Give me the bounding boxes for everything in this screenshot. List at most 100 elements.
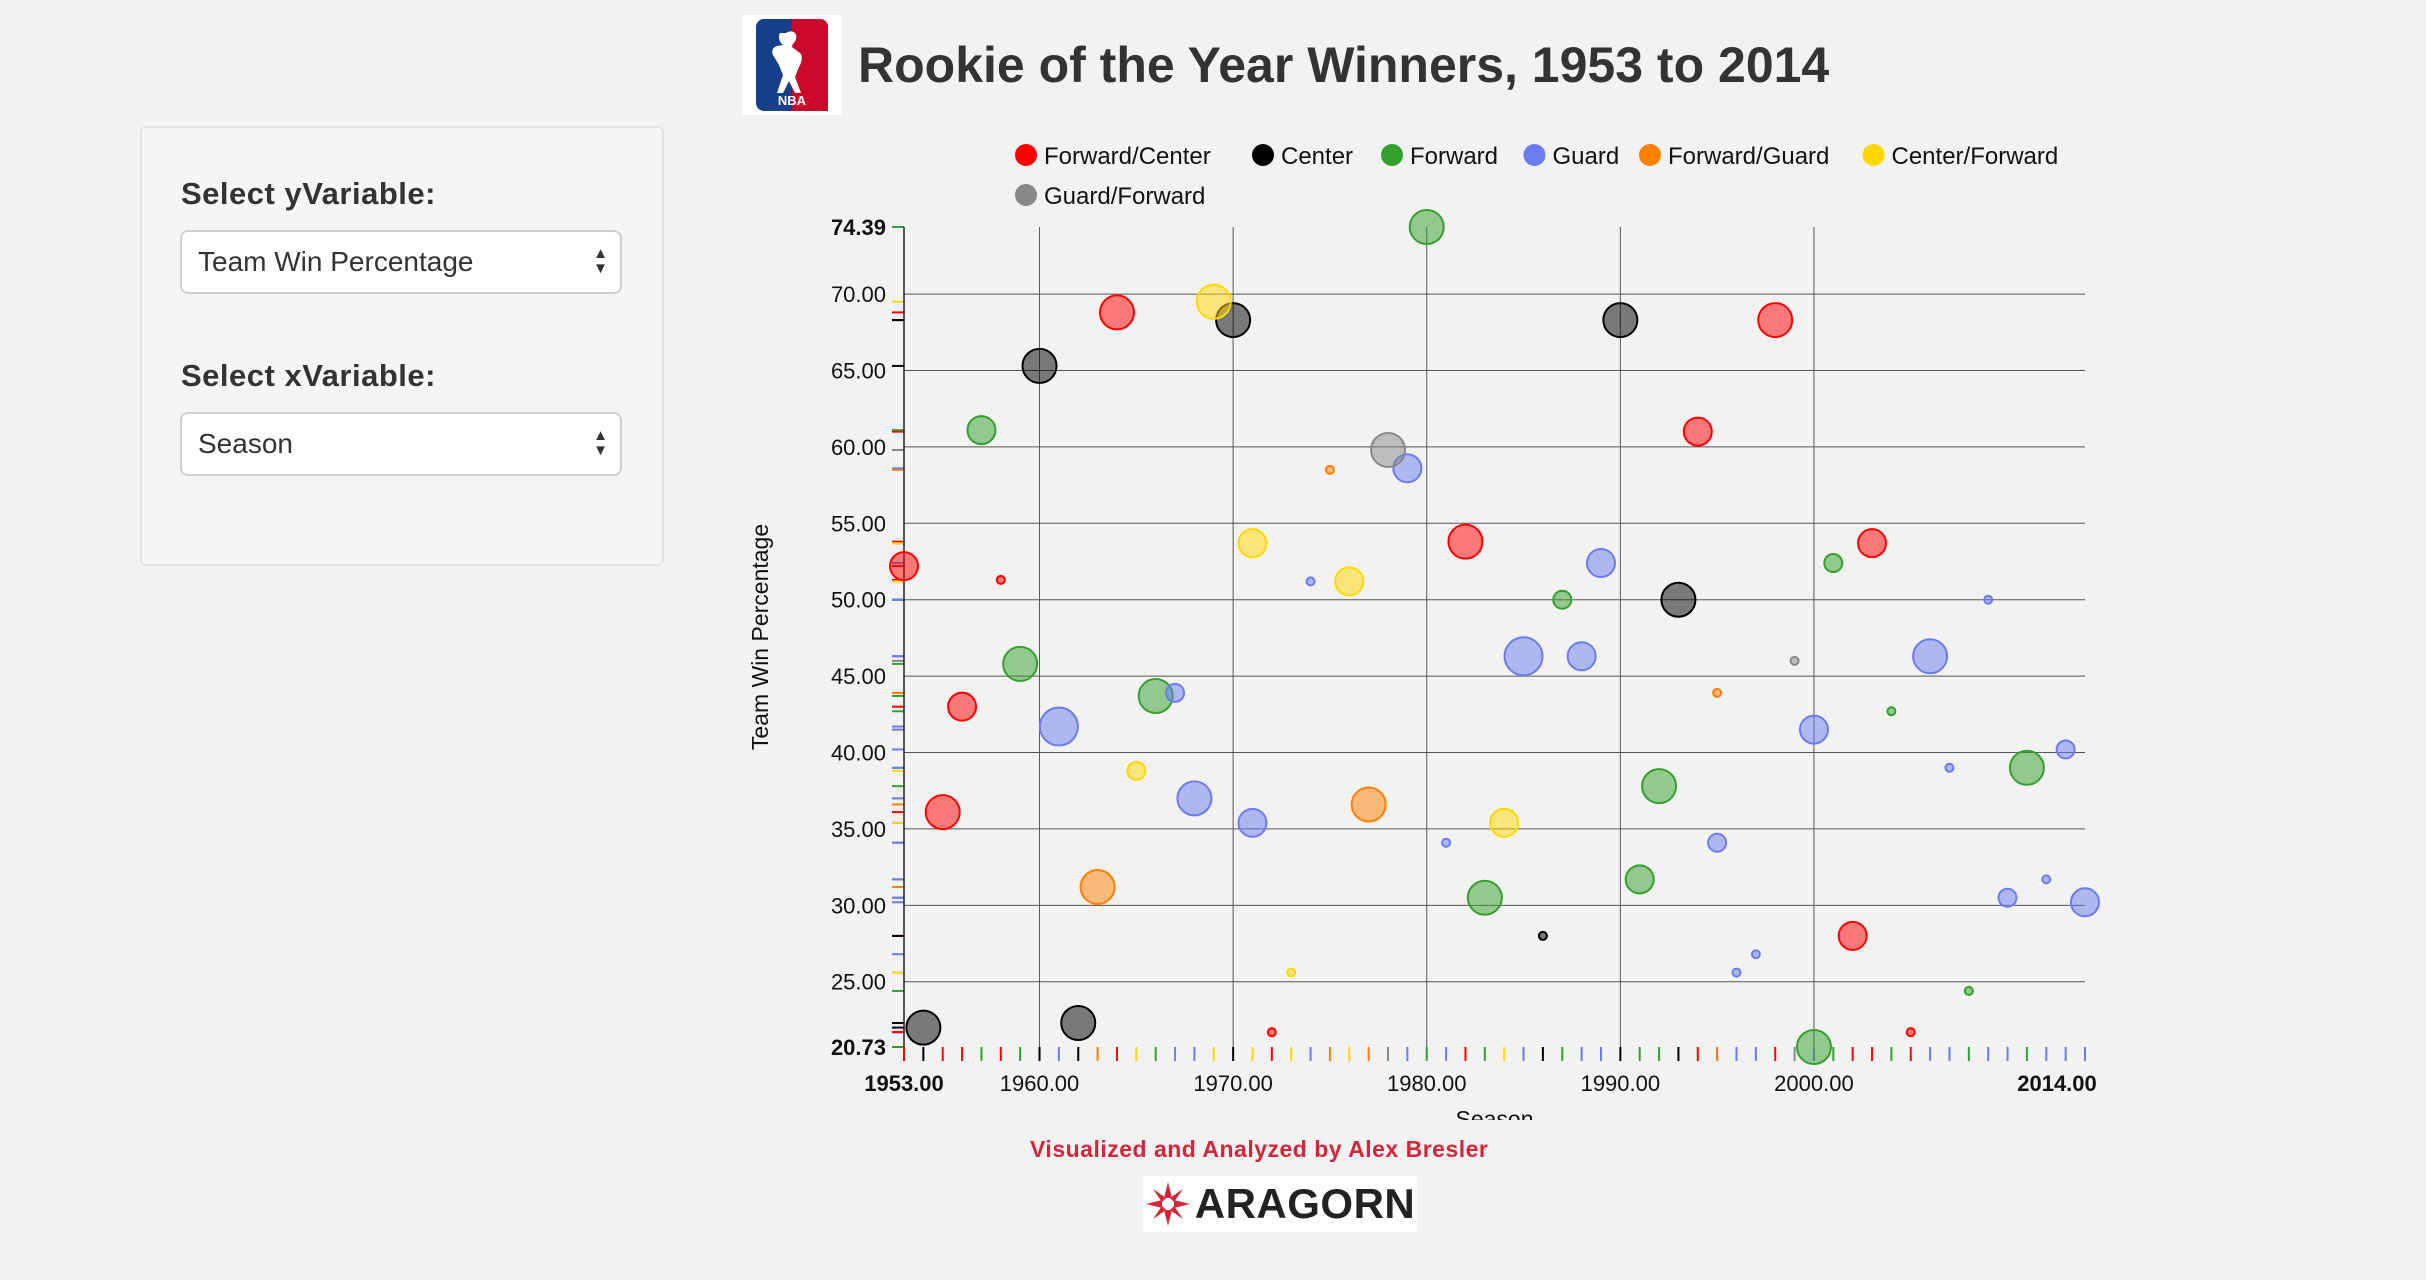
data-point (2008, 749, 2045, 786)
x-tick-label: 2014.00 (2017, 1071, 2097, 1096)
data-point (1466, 879, 1503, 916)
x-tick-label: 1953.00 (864, 1071, 944, 1096)
x-variable-label: Select xVariable: (181, 358, 436, 393)
y-tick-label: 25.00 (831, 970, 886, 995)
data-point (1370, 431, 1407, 468)
axes: 20.73 25.00 30.00 35.00 40.00 45.00 50.00 55.00… (831, 215, 2097, 1096)
aragorn-logo-text: ARAGORN (1194, 1180, 1416, 1227)
legend-swatch (1639, 144, 1661, 166)
data-point (1503, 636, 1544, 677)
data-point (2070, 887, 2100, 918)
data-point (1837, 920, 1868, 951)
data-point (889, 551, 919, 582)
data-point (1682, 416, 1713, 447)
legend-label: Center (1281, 143, 1353, 170)
data-point (1165, 682, 1186, 703)
legend-label: Center/Forward (1892, 143, 2059, 170)
data-point (1944, 762, 1955, 773)
scatter-chart: Forward/Center Center Forward Guard Forward/… (747, 143, 2100, 1120)
legend-label: Guard/Forward (1044, 183, 1205, 210)
data-point (1324, 464, 1335, 475)
y-variable-value: Team Win Percentage (198, 246, 474, 277)
x-variable-value: Season (198, 428, 293, 459)
data-point (1886, 706, 1897, 717)
legend-swatch (1015, 144, 1037, 166)
data-point (1002, 645, 1039, 682)
points (889, 209, 2100, 1065)
data-point (1195, 283, 1232, 320)
legend-item: Guard/Forward (1015, 183, 1205, 210)
x-tick-label: 1980.00 (1387, 1071, 1467, 1096)
data-point (1038, 706, 1079, 747)
credit-text: Visualized and Analyzed by Alex Bresler (1030, 1136, 1489, 1162)
legend-item: Guard (1523, 143, 1620, 170)
y-tick-label: 20.73 (831, 1035, 886, 1060)
data-point (1624, 864, 1655, 895)
data-point (1912, 638, 1949, 675)
legend-item: Forward (1381, 143, 1498, 170)
select-arrows-icon: ▲ ▼ (593, 245, 608, 277)
legend-item: Center (1252, 143, 1353, 170)
data-point (1266, 1027, 1277, 1038)
data-point (1305, 576, 1316, 587)
x-tick-label: 1960.00 (1000, 1071, 1080, 1096)
legend-label: Forward/Center (1044, 143, 1211, 170)
data-point (1905, 1027, 1916, 1038)
data-point (1641, 768, 1678, 805)
data-point (1447, 523, 1484, 560)
y-tick-label: 55.00 (831, 511, 886, 536)
rug-ticks (892, 226, 2086, 1061)
x-tick-label: 2000.00 (1774, 1071, 1854, 1096)
data-point (1334, 566, 1365, 597)
nba-logo-text: NBA (778, 93, 807, 108)
legend-item: Forward/Guard (1639, 143, 1829, 170)
data-point (1489, 807, 1520, 838)
data-point (1237, 807, 1268, 838)
data-point (1552, 589, 1573, 610)
y-axis-label: Team Win Percentage (747, 524, 773, 750)
legend-label: Forward (1410, 143, 1498, 170)
data-point (924, 794, 961, 831)
data-point (1750, 949, 1761, 960)
legend-item: Center/Forward (1862, 143, 2059, 170)
data-point (1021, 347, 1058, 384)
data-point (947, 691, 978, 722)
legend-label: Forward/Guard (1668, 143, 1829, 170)
data-point (1857, 528, 1888, 559)
data-point (1441, 837, 1452, 848)
y-tick-label: 40.00 (831, 741, 886, 766)
data-point (905, 1009, 942, 1046)
data-point (1731, 967, 1742, 978)
data-point (1408, 209, 1445, 245)
data-point (1176, 780, 1213, 817)
y-tick-label: 35.00 (831, 817, 886, 842)
y-tick-label: 45.00 (831, 664, 886, 689)
y-variable-select[interactable]: Team Win Percentage ▲ ▼ (180, 230, 622, 294)
data-point (1286, 967, 1297, 978)
data-point (1963, 985, 1974, 996)
legend-swatch (1862, 144, 1885, 166)
x-tick-label: 1970.00 (1193, 1071, 1273, 1096)
data-point (1060, 1005, 1097, 1042)
x-tick-label: 1990.00 (1581, 1071, 1661, 1096)
data-point (2055, 739, 2076, 760)
legend-label: Guard (1553, 143, 1620, 170)
y-tick-label: 60.00 (831, 435, 886, 460)
data-point (1098, 294, 1135, 331)
data-point (1997, 887, 2018, 908)
legend-swatch (1381, 144, 1403, 166)
nba-logo-icon: NBA (756, 19, 828, 111)
data-point (1079, 869, 1116, 906)
data-point (1789, 655, 1800, 666)
aragorn-logo-icon (1145, 1182, 1190, 1226)
data-point (1798, 714, 1829, 745)
data-point (1585, 548, 1616, 579)
data-point (1602, 302, 1639, 339)
data-point (1126, 760, 1147, 781)
data-point (1566, 641, 1597, 672)
header: NBA Rookie of the Year Winners, 1953 to … (742, 14, 1829, 116)
nba-logo: NBA (742, 15, 842, 115)
x-variable-select[interactable]: Season ▲ ▼ (180, 412, 622, 476)
grid (904, 227, 2085, 1047)
data-point (1757, 302, 1794, 339)
